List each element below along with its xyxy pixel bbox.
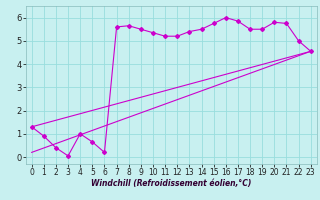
X-axis label: Windchill (Refroidissement éolien,°C): Windchill (Refroidissement éolien,°C) bbox=[91, 179, 252, 188]
